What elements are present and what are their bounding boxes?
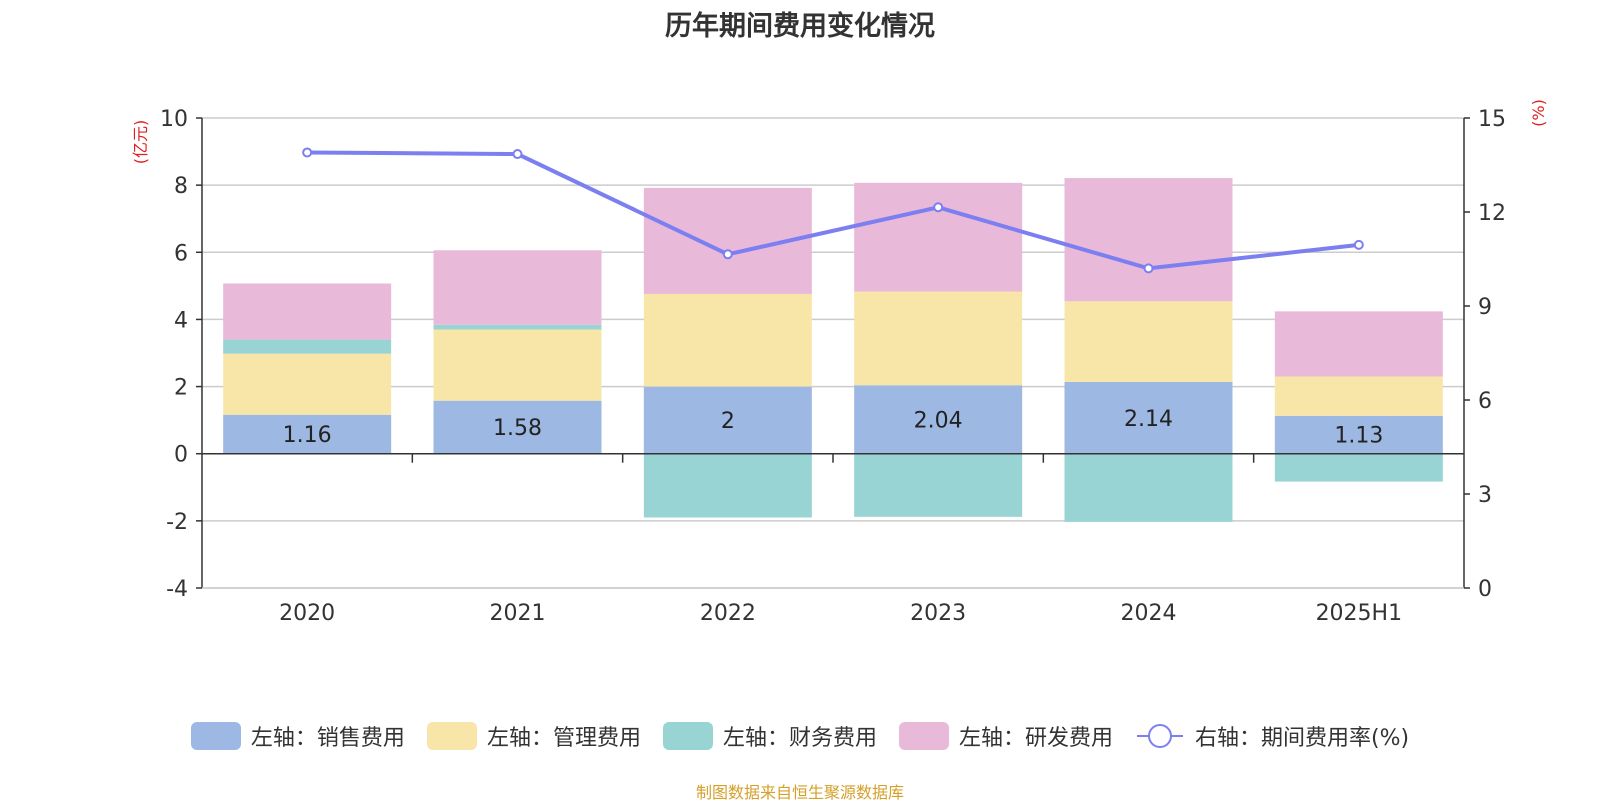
legend-line-marker-icon xyxy=(1136,724,1183,748)
rate-line xyxy=(307,150,1360,271)
right-tick-label: 3 xyxy=(1478,483,1492,508)
legend-label: 左轴：研发费用 xyxy=(958,726,1113,751)
left-tick-label: 6 xyxy=(174,241,188,266)
data-label: 2.14 xyxy=(1124,407,1173,432)
data-labels: 1.16 1.58 2 2.04 2.14 1.13 xyxy=(283,407,1384,449)
rate-point xyxy=(722,249,733,260)
bar-2025H1 xyxy=(1274,311,1443,377)
bar-series xyxy=(223,178,1443,522)
right-tick-label: 6 xyxy=(1478,389,1492,414)
legend-item[interactable]: 左轴：研发费用 xyxy=(898,720,1113,752)
left-tick-label: 10 xyxy=(160,107,188,132)
right-tick-label: 12 xyxy=(1478,201,1506,226)
bar-2020 xyxy=(223,283,392,340)
bar-2021 xyxy=(433,324,602,330)
bar-2020 xyxy=(223,353,392,415)
chart-title: 历年期间费用变化情况 xyxy=(665,11,935,42)
bar-2024 xyxy=(1064,381,1233,454)
bar-2023 xyxy=(854,385,1023,454)
bar-2025H1 xyxy=(1274,376,1443,416)
left-tick-label: 2 xyxy=(174,376,188,401)
category-label: 2022 xyxy=(700,601,756,626)
legend-label: 左轴：财务费用 xyxy=(722,726,877,751)
right-axis-unit: (%) xyxy=(1529,99,1548,127)
bar-2020 xyxy=(223,339,392,354)
category-label: 2024 xyxy=(1121,601,1177,626)
legend-label: 左轴：销售费用 xyxy=(250,726,405,751)
legend-label: 左轴：管理费用 xyxy=(486,726,641,751)
bar-2023 xyxy=(854,291,1023,386)
left-tick-label: 0 xyxy=(174,443,188,468)
right-tick-label: 0 xyxy=(1478,577,1492,602)
left-tick-label: -4 xyxy=(166,577,188,602)
legend-swatch xyxy=(190,722,241,750)
data-label: 1.13 xyxy=(1334,424,1383,449)
right-tick-label: 9 xyxy=(1478,295,1492,320)
bar-2023 xyxy=(854,182,1023,292)
data-label: 1.16 xyxy=(283,423,332,448)
legend-item[interactable]: 右轴：期间费用率(%) xyxy=(1135,720,1409,752)
legend-item[interactable]: 左轴：销售费用 xyxy=(190,720,405,752)
rate-point xyxy=(1353,239,1364,250)
rate-point xyxy=(933,202,944,213)
right-tick-label: 15 xyxy=(1478,107,1506,132)
rate-point xyxy=(512,149,523,160)
rate-point xyxy=(1143,263,1154,274)
bar-2024 xyxy=(1064,301,1233,382)
legend-item[interactable]: 左轴：管理费用 xyxy=(426,720,641,752)
bar-2021 xyxy=(433,329,602,401)
bar-2022 xyxy=(643,386,812,454)
bar-2024 xyxy=(1064,453,1233,522)
bar-2021 xyxy=(433,250,602,325)
bar-2023 xyxy=(854,453,1023,517)
left-tick-label: 4 xyxy=(174,308,188,333)
category-label: 2021 xyxy=(490,601,546,626)
legend: 左轴：销售费用 左轴：管理费用 左轴：财务费用 左轴：研发费用 右轴：期间费用率(%) xyxy=(0,720,1600,752)
legend-swatch xyxy=(662,722,713,750)
legend-swatch xyxy=(426,722,477,750)
bar-2022 xyxy=(643,293,812,387)
bar-2025H1 xyxy=(1274,415,1443,454)
bar-2022 xyxy=(643,453,812,518)
legend-label: 右轴：期间费用率(%) xyxy=(1194,726,1410,751)
bar-2025H1 xyxy=(1274,453,1443,482)
legend-swatch xyxy=(898,722,949,750)
category-label: 2023 xyxy=(910,601,966,626)
category-label: 2020 xyxy=(279,601,335,626)
bar-2020 xyxy=(223,414,392,454)
legend-item[interactable]: 左轴：财务费用 xyxy=(662,720,877,752)
data-label: 2.04 xyxy=(914,408,963,433)
source-note: 制图数据来自恒生聚源数据库 xyxy=(695,783,904,802)
grid-lines xyxy=(202,117,1464,589)
left-tick-label: -2 xyxy=(166,510,188,535)
axes: -4 -2 0 2 4 6 8 10 0 3 6 9 12 15 2020 2021 2022 2023 2024 2… xyxy=(131,99,1548,626)
data-label: 2 xyxy=(721,409,735,434)
left-tick-label: 8 xyxy=(174,174,188,199)
bar-2021 xyxy=(433,400,602,454)
line-series xyxy=(302,147,1364,274)
rate-point xyxy=(302,147,313,158)
bar-2024 xyxy=(1064,178,1233,302)
category-label: 2025H1 xyxy=(1316,601,1403,626)
data-label: 1.58 xyxy=(493,416,542,441)
left-axis-unit: (亿元) xyxy=(131,120,150,165)
